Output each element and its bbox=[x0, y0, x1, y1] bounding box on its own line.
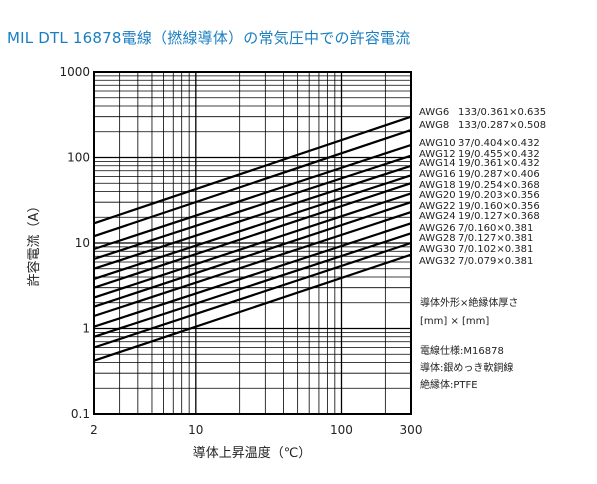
legend-spec-awg14: 19/0.361×0.432 bbox=[458, 158, 540, 169]
legend-label-awg12: AWG12 bbox=[419, 149, 456, 160]
page-title: MIL DTL 16878電線（撚線導体）の常気圧中での許容電流 bbox=[7, 29, 411, 47]
series-line-awg10 bbox=[93, 143, 412, 251]
legend-label-awg22: AWG22 bbox=[419, 201, 456, 212]
series-line-awg30 bbox=[93, 241, 412, 349]
legend-label-awg28: AWG28 bbox=[419, 233, 456, 244]
legend-label-awg8: AWG8 bbox=[419, 120, 449, 131]
x-tick-label: 100 bbox=[330, 423, 353, 437]
legend-label-awg6: AWG6 bbox=[419, 107, 449, 118]
legend-label-awg18: AWG18 bbox=[419, 180, 456, 191]
legend-label-awg16: AWG16 bbox=[419, 169, 456, 180]
annotation-insulation: 絶縁体:PTFE bbox=[420, 378, 478, 391]
x-tick-label: 2 bbox=[90, 423, 98, 437]
legend-spec-awg32: 7/0.079×0.381 bbox=[458, 256, 533, 267]
grid bbox=[93, 72, 412, 414]
legend-spec-awg8: 133/0.287×0.508 bbox=[458, 120, 546, 131]
x-axis-label: 導体上昇温度（℃） bbox=[193, 445, 312, 461]
annotation-conductor: 導体:銀めっき軟銅線 bbox=[420, 361, 513, 374]
legend-spec-awg24: 19/0.127×0.368 bbox=[458, 211, 540, 222]
series-line-awg24 bbox=[93, 211, 412, 318]
y-tick-label: 100 bbox=[67, 151, 90, 165]
y-tick-label: 10 bbox=[75, 236, 90, 250]
legend-spec-awg26: 7/0.160×0.381 bbox=[458, 223, 533, 234]
legend-label-awg14: AWG14 bbox=[419, 158, 456, 169]
legend-spec-awg18: 19/0.254×0.368 bbox=[458, 180, 540, 191]
y-tick-label: 1000 bbox=[59, 65, 90, 79]
annotations: 導体外形×絶縁体厚さ [mm] × [mm] 電線仕様:M16878 導体:銀め… bbox=[420, 296, 518, 391]
series-line-awg20 bbox=[93, 192, 412, 299]
legend-spec-awg10: 37/0.404×0.432 bbox=[458, 138, 540, 149]
legend-label-awg26: AWG26 bbox=[419, 223, 456, 234]
series-line-awg12 bbox=[93, 154, 412, 261]
y-tick-label: 1 bbox=[82, 322, 90, 336]
legend-label-awg30: AWG30 bbox=[419, 244, 456, 255]
series-line-awg28 bbox=[93, 232, 412, 338]
annotation-spec: 電線仕様:M16878 bbox=[420, 344, 504, 357]
annotation-header-line2: [mm] × [mm] bbox=[420, 316, 489, 327]
legend-spec-awg6: 133/0.361×0.635 bbox=[458, 107, 546, 118]
legend-spec-awg30: 7/0.102×0.381 bbox=[458, 244, 533, 255]
series-line-awg16 bbox=[93, 174, 412, 280]
series-group bbox=[93, 115, 412, 362]
y-tick-label: 0.1 bbox=[71, 407, 90, 421]
x-tick-label: 10 bbox=[188, 423, 203, 437]
legend-spec-awg20: 19/0.203×0.356 bbox=[458, 190, 540, 201]
series-line-awg32 bbox=[93, 253, 412, 362]
legend-label-awg20: AWG20 bbox=[419, 190, 456, 201]
x-tick-label: 300 bbox=[400, 423, 423, 437]
series-line-awg18 bbox=[93, 182, 412, 289]
tick-labels: 2 10 100 300 1000 100 10 1 0.1 bbox=[59, 65, 422, 437]
legend-label-awg24: AWG24 bbox=[419, 211, 456, 222]
legend-spec-awg16: 19/0.287×0.406 bbox=[458, 169, 540, 180]
plot-frame bbox=[93, 71, 412, 415]
legend-label-awg10: AWG10 bbox=[419, 138, 456, 149]
legend-spec-awg12: 19/0.455×0.432 bbox=[458, 149, 540, 160]
legend-spec-awg28: 7/0.127×0.381 bbox=[458, 233, 533, 244]
series-line-awg14 bbox=[93, 164, 412, 270]
series-line-awg22 bbox=[93, 201, 412, 308]
y-axis-label: 許容電流（A） bbox=[26, 200, 42, 287]
series-line-awg26 bbox=[93, 222, 412, 328]
series-line-awg8 bbox=[93, 128, 412, 238]
legend-label-awg32: AWG32 bbox=[419, 256, 456, 267]
legend-spec-awg22: 19/0.160×0.356 bbox=[458, 201, 540, 212]
series-line-awg6 bbox=[93, 115, 412, 225]
annotation-header-line1: 導体外形×絶縁体厚さ bbox=[420, 296, 518, 309]
